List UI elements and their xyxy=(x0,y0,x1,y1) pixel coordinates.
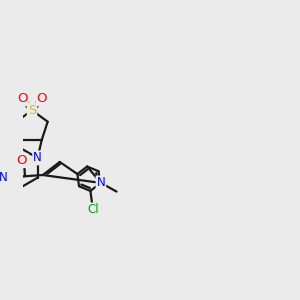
Text: O: O xyxy=(17,92,28,105)
Text: O: O xyxy=(36,92,47,105)
Text: N: N xyxy=(0,171,8,184)
Text: O: O xyxy=(17,154,27,167)
Text: N: N xyxy=(97,176,105,189)
Text: N: N xyxy=(33,152,42,164)
Text: S: S xyxy=(28,104,36,117)
Text: Cl: Cl xyxy=(87,203,99,217)
